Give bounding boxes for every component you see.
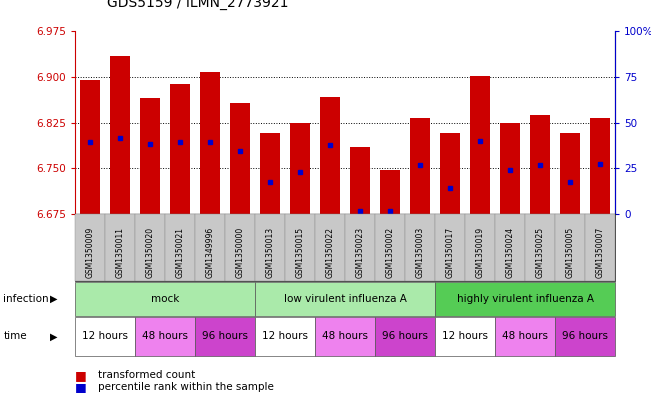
Bar — [531, 115, 550, 214]
Text: 12 hours: 12 hours — [82, 331, 128, 342]
Text: transformed count: transformed count — [98, 370, 195, 380]
Bar — [260, 133, 280, 214]
Bar — [501, 123, 520, 214]
Text: mock: mock — [151, 294, 179, 304]
Bar — [590, 118, 610, 214]
Bar — [440, 133, 460, 214]
Text: GSM1350019: GSM1350019 — [476, 226, 484, 277]
Text: ■: ■ — [75, 369, 87, 382]
Text: GSM1350002: GSM1350002 — [385, 226, 395, 277]
Text: 96 hours: 96 hours — [562, 331, 608, 342]
Text: 96 hours: 96 hours — [202, 331, 248, 342]
Text: GSM1350017: GSM1350017 — [445, 226, 454, 277]
Text: GSM1350003: GSM1350003 — [415, 226, 424, 277]
Text: highly virulent influenza A: highly virulent influenza A — [456, 294, 594, 304]
Text: GSM1350024: GSM1350024 — [506, 226, 515, 277]
Bar — [320, 97, 340, 214]
Bar — [170, 84, 189, 214]
Text: ■: ■ — [75, 380, 87, 393]
Text: 96 hours: 96 hours — [382, 331, 428, 342]
Text: infection: infection — [3, 294, 49, 304]
Bar — [80, 80, 100, 214]
Text: GSM1349996: GSM1349996 — [206, 226, 214, 277]
Bar — [350, 147, 370, 214]
Text: ▶: ▶ — [50, 294, 58, 304]
Text: time: time — [3, 331, 27, 342]
Text: GSM1350023: GSM1350023 — [355, 226, 365, 277]
Bar — [471, 76, 490, 214]
Text: GSM1350025: GSM1350025 — [536, 226, 545, 277]
Text: ▶: ▶ — [50, 331, 58, 342]
Bar — [201, 72, 219, 214]
Text: GDS5159 / ILMN_2773921: GDS5159 / ILMN_2773921 — [107, 0, 289, 10]
Bar — [110, 56, 130, 214]
Text: GSM1350021: GSM1350021 — [175, 227, 184, 277]
Bar — [140, 98, 159, 214]
Text: 48 hours: 48 hours — [502, 331, 548, 342]
Text: GSM1350020: GSM1350020 — [145, 226, 154, 277]
Bar — [290, 123, 310, 214]
Text: GSM1350011: GSM1350011 — [115, 227, 124, 277]
Text: GSM1350007: GSM1350007 — [596, 226, 605, 277]
Text: GSM1350005: GSM1350005 — [566, 226, 575, 277]
Text: GSM1350013: GSM1350013 — [266, 226, 275, 277]
Bar — [410, 118, 430, 214]
Text: low virulent influenza A: low virulent influenza A — [284, 294, 406, 304]
Text: 48 hours: 48 hours — [322, 331, 368, 342]
Bar — [230, 103, 250, 214]
Bar — [380, 170, 400, 214]
Text: GSM1350000: GSM1350000 — [236, 226, 245, 277]
Text: 48 hours: 48 hours — [142, 331, 188, 342]
Text: percentile rank within the sample: percentile rank within the sample — [98, 382, 273, 392]
Text: GSM1350022: GSM1350022 — [326, 227, 335, 277]
Text: GSM1350009: GSM1350009 — [85, 226, 94, 277]
Text: 12 hours: 12 hours — [262, 331, 308, 342]
Bar — [561, 133, 580, 214]
Text: 12 hours: 12 hours — [442, 331, 488, 342]
Text: GSM1350015: GSM1350015 — [296, 226, 305, 277]
